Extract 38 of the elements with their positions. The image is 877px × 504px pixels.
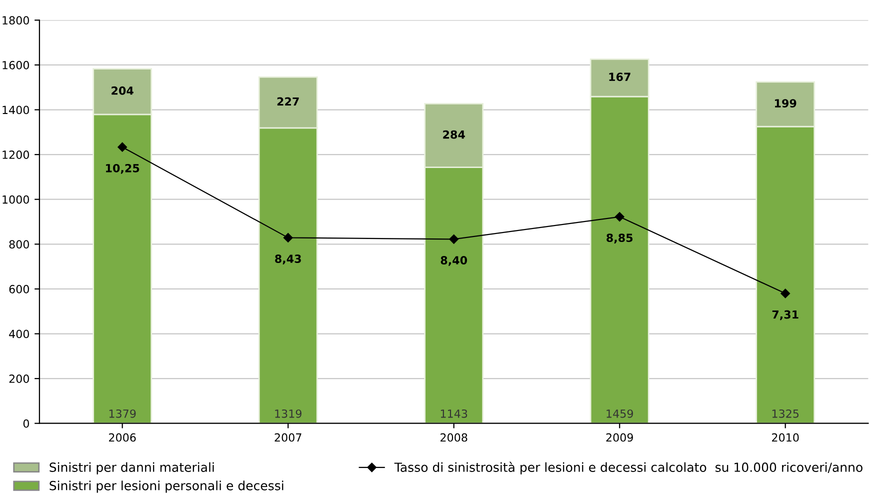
legend-label: Sinistri per danni materiali [50,462,214,474]
y-tick-label: 1400 [2,106,30,114]
data-label: 10,25 [106,164,140,174]
x-tick-label: 2006 [109,433,136,442]
x-tick-label: 2009 [606,433,633,442]
data-label: 7,31 [772,310,798,320]
x-tick-label: 2008 [440,433,468,442]
legend-label: Tasso di sinistrosità per lesioni e decessi calcolato su 10.000 ricoveri/anno [394,462,862,474]
data-label: 1379 [109,409,136,418]
data-label: 8,43 [275,254,301,264]
legend-label: Sinistri per lesioni personali e decessi [50,480,284,493]
y-tick-label: 1600 [2,60,30,70]
y-tick-label: 400 [9,330,30,338]
data-label: 8,40 [440,256,468,266]
data-label: 1143 [440,409,468,418]
data-label: 199 [775,99,796,108]
data-label: 8,85 [606,234,633,244]
point [449,234,458,244]
data-label: 284 [443,130,465,139]
point [283,233,293,242]
y-tick-label: 600 [9,284,30,294]
y-tick-label: 1000 [2,195,30,204]
point [118,142,127,152]
y-tick-label: 800 [9,240,30,249]
data-label: 1459 [606,409,633,418]
x-tick-label: 2010 [772,433,799,442]
point [780,288,790,298]
data-label: 227 [277,97,299,106]
data-label: 167 [609,72,630,82]
y-tick-label: 0 [23,419,30,428]
data-label: 1319 [275,409,302,418]
x-tick-label: 2007 [274,433,302,442]
data-label: 204 [112,86,134,95]
point [614,212,624,222]
data-label: 1325 [772,409,799,418]
y-tick-label: 200 [9,374,30,383]
y-tick-label: 1200 [2,150,30,159]
y-tick-label: 1800 [2,16,30,25]
